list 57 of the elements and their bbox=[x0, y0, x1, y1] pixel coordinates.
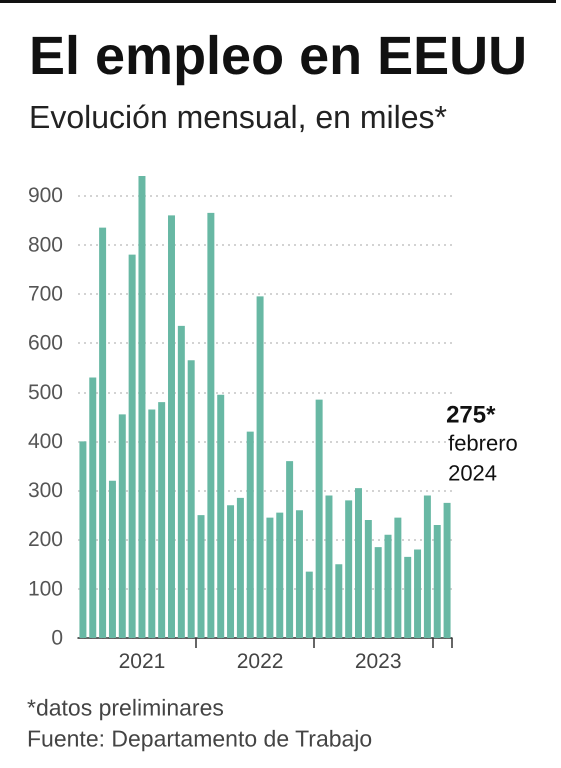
bar bbox=[364, 520, 372, 638]
y-tick-label: 100 bbox=[28, 577, 63, 600]
annotation: febrero 2024 bbox=[448, 430, 524, 486]
bar bbox=[148, 409, 156, 638]
bar bbox=[246, 432, 254, 638]
bar bbox=[168, 215, 175, 638]
bar bbox=[306, 572, 313, 638]
bar bbox=[236, 498, 244, 638]
bar bbox=[118, 414, 126, 638]
chart-subtitle: Evolución mensual, en miles* bbox=[29, 99, 447, 135]
y-tick-label: 600 bbox=[28, 332, 63, 355]
y-tick-label: 300 bbox=[28, 479, 63, 502]
y-tick-label: 200 bbox=[28, 528, 63, 552]
x-tick-label: 2023 bbox=[354, 650, 402, 673]
y-tick-label: 0 bbox=[51, 626, 63, 650]
bar bbox=[335, 564, 342, 638]
bar bbox=[414, 550, 422, 638]
y-tick-label: 500 bbox=[28, 380, 63, 404]
bar bbox=[138, 176, 146, 638]
bar bbox=[178, 326, 185, 638]
text: *datos preliminares bbox=[27, 694, 224, 720]
bar bbox=[286, 461, 294, 638]
bar bbox=[424, 495, 431, 638]
bar bbox=[99, 228, 106, 638]
bar bbox=[355, 488, 362, 638]
y-tick-label: 900 bbox=[28, 184, 63, 208]
y-tick-label: 800 bbox=[28, 233, 63, 256]
bar bbox=[266, 518, 274, 638]
bar bbox=[188, 360, 195, 638]
bar bbox=[256, 296, 264, 638]
bar bbox=[89, 378, 96, 638]
bar bbox=[79, 441, 86, 638]
bar bbox=[404, 556, 412, 638]
source-note: Fuente: Departamento de Trabajo bbox=[27, 726, 372, 752]
bar bbox=[434, 524, 441, 638]
y-tick-label: 400 bbox=[28, 430, 63, 453]
bar bbox=[316, 400, 323, 638]
bar bbox=[325, 495, 332, 638]
x-tick-label: 2022 bbox=[236, 650, 284, 673]
x-tick-label: 2021 bbox=[118, 650, 166, 673]
bar bbox=[217, 394, 224, 638]
bar bbox=[345, 500, 352, 638]
bar bbox=[374, 547, 382, 638]
bar bbox=[207, 212, 214, 638]
chart-title: El empleo en EEUU bbox=[29, 26, 528, 86]
bar bbox=[444, 502, 451, 638]
bar bbox=[394, 518, 402, 638]
bar bbox=[384, 534, 392, 638]
bar bbox=[158, 402, 166, 638]
bar bbox=[198, 515, 205, 638]
bar bbox=[276, 512, 284, 638]
bar bbox=[108, 480, 116, 638]
bar bbox=[227, 505, 234, 638]
bar bbox=[128, 254, 136, 638]
bar bbox=[296, 510, 303, 638]
y-tick-label: 700 bbox=[28, 282, 63, 306]
data-label: 275* bbox=[446, 401, 496, 428]
